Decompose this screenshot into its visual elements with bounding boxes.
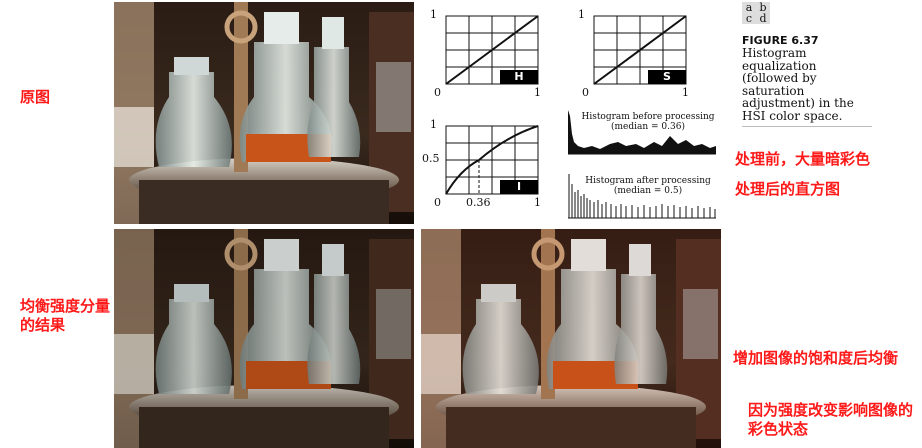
plot-s-tag: S bbox=[648, 70, 686, 84]
histogram-after-bars bbox=[568, 174, 716, 219]
plot-i-x-left: 0 bbox=[434, 196, 441, 209]
histogram-after-median: (median = 0.5) bbox=[613, 186, 683, 196]
plot-i-y-mid: 0.5 bbox=[422, 152, 440, 165]
label-before: 处理前，大量暗彩色 bbox=[735, 150, 871, 168]
figure-caption-line-5: adjustment) in the bbox=[742, 96, 854, 110]
photo-saturated bbox=[421, 229, 721, 448]
plot-i-x-right: 1 bbox=[534, 196, 541, 209]
photo-saturated-image bbox=[421, 229, 721, 448]
plot-h-x-left: 0 bbox=[434, 86, 441, 99]
plot-s-curve bbox=[593, 15, 687, 85]
plot-i-tag: I bbox=[500, 180, 538, 194]
figure-caption-line-4: saturation bbox=[742, 83, 805, 98]
histogram-before-bars bbox=[568, 110, 716, 155]
label-equalized: 均衡强度分量的结果 bbox=[20, 297, 111, 334]
label-original: 原图 bbox=[20, 88, 51, 106]
plot-s-y-top: 1 bbox=[578, 8, 585, 21]
figure-panel-d: d bbox=[759, 12, 767, 25]
figure-caption-line-6: HSI color space. bbox=[742, 108, 843, 123]
figure-panel-c: c bbox=[745, 12, 753, 25]
plot-h-x-right: 1 bbox=[534, 86, 541, 99]
figure-panel-a: a bbox=[745, 1, 753, 14]
figure-caption-block: a b c d FIGURE 6.37 Histogram equalizati… bbox=[742, 2, 882, 127]
plot-s-grid bbox=[593, 15, 687, 85]
photo-equalized-image bbox=[114, 229, 414, 448]
plot-h-curve bbox=[445, 15, 539, 85]
label-reason: 因为强度改变影响图像的彩色状态 bbox=[748, 401, 914, 438]
plot-i-grid bbox=[445, 125, 539, 195]
histogram-after-title: Histogram after processing bbox=[585, 176, 711, 186]
figure-caption-line-3: (followed by bbox=[742, 71, 817, 85]
photo-original bbox=[114, 2, 414, 224]
histogram-before-median: (median = 0.36) bbox=[611, 122, 685, 132]
plot-h-y-top: 1 bbox=[430, 8, 437, 21]
label-saturation: 增加图像的饱和度后均衡 bbox=[733, 349, 899, 367]
histogram-before: Histogram before processing (median = 0.… bbox=[566, 106, 718, 156]
histogram-before-title: Histogram before processing bbox=[581, 112, 715, 122]
plot-s-x-right: 1 bbox=[682, 86, 689, 99]
plot-h-grid bbox=[445, 15, 539, 85]
plot-i-y-top: 1 bbox=[430, 118, 437, 131]
plot-s-x-left: 0 bbox=[582, 86, 589, 99]
plot-h-tag: H bbox=[500, 70, 538, 84]
figure-panel-grid: a b c d bbox=[742, 2, 770, 24]
plot-i-x-mid: 0.36 bbox=[466, 196, 491, 209]
figure-caption-line-1: Histogram bbox=[742, 46, 807, 60]
figure-caption-line-2: equalization bbox=[742, 58, 817, 73]
figure-title: FIGURE 6.37 bbox=[742, 34, 819, 47]
plot-i-curve bbox=[445, 125, 539, 195]
label-after: 处理后的直方图 bbox=[735, 180, 841, 198]
transfer-plot-h: 1 H 0 1 bbox=[422, 6, 552, 102]
histogram-after: Histogram after processing (median = 0.5… bbox=[566, 170, 718, 220]
photo-original-image bbox=[114, 2, 414, 224]
figure-panel-b: b bbox=[759, 1, 767, 14]
transfer-plot-s: 1 S 0 1 bbox=[570, 6, 700, 102]
figure-caption-rule bbox=[742, 126, 872, 127]
photo-equalized bbox=[114, 229, 414, 448]
transfer-plot-i: 1 0.5 I 0 0.36 1 bbox=[422, 118, 552, 218]
